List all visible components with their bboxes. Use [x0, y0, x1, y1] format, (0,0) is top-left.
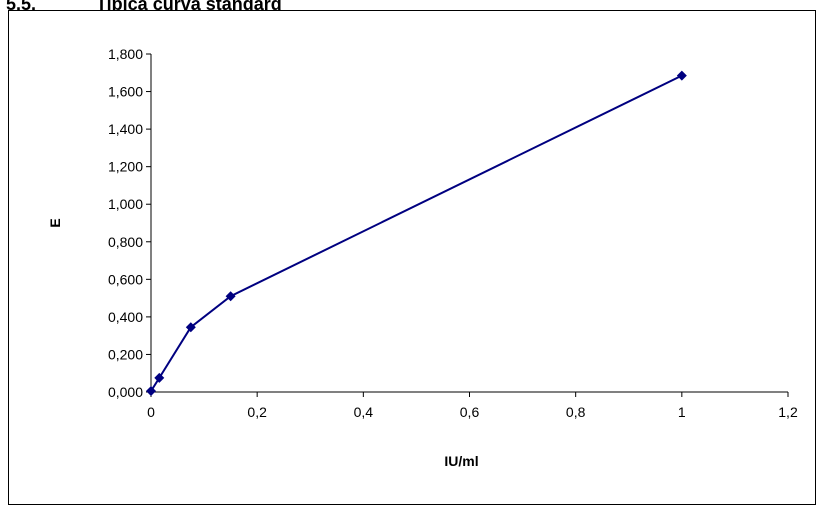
y-tick-label: 0,400	[108, 309, 143, 325]
section-number: 5.5.	[6, 0, 37, 11]
chart-frame	[8, 10, 816, 505]
y-tick-label: 0,000	[108, 384, 143, 400]
x-axis-ticks: 0 0,2 0,4 0,6 0,8 1 1,2	[147, 392, 798, 420]
x-tick-label: 0,2	[247, 404, 267, 420]
x-tick-label: 0,4	[354, 404, 374, 420]
y-tick-label: 1,800	[108, 46, 143, 62]
y-axis-ticks: 0,000 0,200 0,400 0,600 0,800 1,000 1,200 1,400…	[108, 46, 151, 400]
x-tick-label: 0	[147, 404, 155, 420]
section-title: Tipica curva standard	[96, 0, 282, 11]
data-point-marker	[185, 322, 196, 333]
y-axis-title: E	[47, 218, 63, 227]
y-tick-label: 1,600	[108, 84, 143, 100]
x-axis-title: IU/ml	[444, 453, 478, 469]
series-line	[150, 74, 683, 392]
y-tick-label: 0,800	[108, 234, 143, 250]
y-tick-label: 1,400	[108, 121, 143, 137]
data-point-marker	[146, 386, 156, 397]
data-point-marker	[154, 372, 165, 383]
y-tick-label: 0,200	[108, 346, 143, 362]
x-tick-label: 1,2	[778, 404, 798, 420]
data-point-marker	[225, 291, 236, 302]
x-tick-label: 0,6	[460, 404, 480, 420]
series-layer	[146, 70, 687, 397]
y-tick-label: 1,000	[108, 196, 143, 212]
section-heading: 5.5. Tipica curva standard	[6, 0, 282, 11]
data-point-marker	[676, 70, 687, 81]
x-tick-label: 0,8	[566, 404, 586, 420]
y-tick-label: 1,200	[108, 159, 143, 175]
y-tick-label: 0,600	[108, 271, 143, 287]
x-tick-label: 1	[678, 404, 686, 420]
